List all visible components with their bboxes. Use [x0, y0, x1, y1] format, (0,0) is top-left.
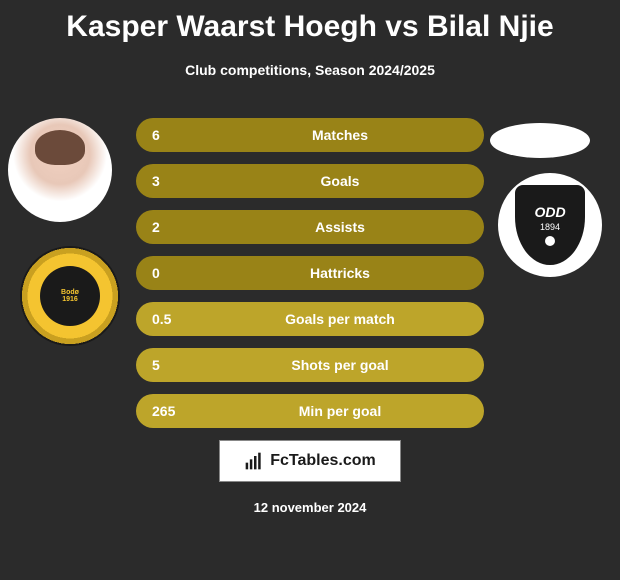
- comparison-panel: Bodø 1916 ODD 1894 6 Matches 3 Goals 2 A…: [0, 118, 620, 428]
- shield-ball-icon: [545, 236, 555, 246]
- stat-label: Goals per match: [196, 311, 484, 327]
- club-left-name: Bodø: [61, 289, 79, 296]
- subtitle: Club competitions, Season 2024/2025: [0, 62, 620, 78]
- report-date: 12 november 2024: [0, 500, 620, 515]
- branding-badge: FcTables.com: [219, 440, 401, 482]
- club-left-year: 1916: [62, 296, 78, 303]
- stat-row-assists: 2 Assists: [136, 210, 484, 244]
- stat-row-matches: 6 Matches: [136, 118, 484, 152]
- stat-left-value: 3: [136, 173, 196, 189]
- club-right-year: 1894: [540, 222, 560, 232]
- stat-label: Goals: [196, 173, 484, 189]
- stat-row-goals-per-match: 0.5 Goals per match: [136, 302, 484, 336]
- stat-left-value: 6: [136, 127, 196, 143]
- stat-left-value: 265: [136, 403, 196, 419]
- branding-text: FcTables.com: [270, 452, 376, 470]
- stat-label: Matches: [196, 127, 484, 143]
- stat-label: Shots per goal: [196, 357, 484, 373]
- stat-left-value: 0: [136, 265, 196, 281]
- stat-left-value: 2: [136, 219, 196, 235]
- player-left-club-badge: Bodø 1916: [20, 246, 120, 346]
- chart-icon: [244, 451, 264, 471]
- stat-left-value: 5: [136, 357, 196, 373]
- stat-label: Min per goal: [196, 403, 484, 419]
- player-right-club-badge: ODD 1894: [498, 173, 602, 277]
- stat-label: Assists: [196, 219, 484, 235]
- stat-row-hattricks: 0 Hattricks: [136, 256, 484, 290]
- player-right-avatar: [490, 123, 590, 158]
- page-title: Kasper Waarst Hoegh vs Bilal Njie: [0, 0, 620, 44]
- stat-row-goals: 3 Goals: [136, 164, 484, 198]
- club-right-name: ODD: [534, 204, 565, 220]
- footer: FcTables.com 12 november 2024: [0, 440, 620, 515]
- player-left-avatar: [8, 118, 112, 222]
- stat-left-value: 0.5: [136, 311, 196, 327]
- stat-row-min-per-goal: 265 Min per goal: [136, 394, 484, 428]
- stat-label: Hattricks: [196, 265, 484, 281]
- stats-list: 6 Matches 3 Goals 2 Assists 0 Hattricks …: [136, 118, 484, 428]
- stat-row-shots-per-goal: 5 Shots per goal: [136, 348, 484, 382]
